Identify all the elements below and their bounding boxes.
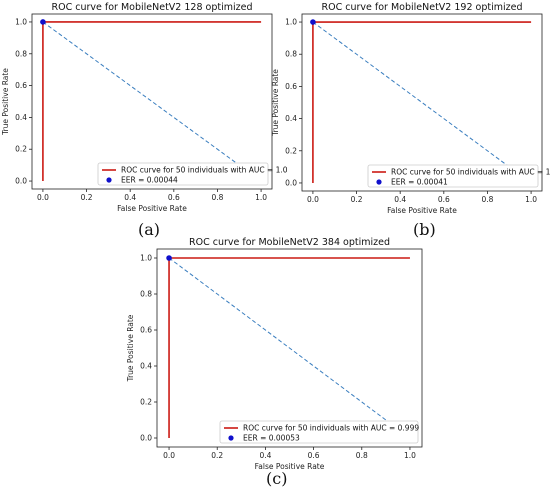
- y-axis-label: True Positive Rate: [271, 69, 280, 137]
- x-tick-label: 1.0: [255, 193, 267, 202]
- y-tick-label: 0.2: [140, 398, 152, 407]
- y-tick-label: 1.0: [285, 18, 297, 27]
- y-tick-label: 0.0: [140, 434, 152, 443]
- y-tick-label: 0.8: [140, 290, 152, 299]
- y-tick-label: 0.4: [285, 114, 297, 123]
- x-tick-label: 0.4: [259, 451, 271, 460]
- x-tick-label: 0.2: [351, 195, 363, 204]
- legend-entry: ROC curve for 50 individuals with AUC = …: [121, 166, 288, 175]
- x-tick-label: 0.0: [163, 451, 175, 460]
- x-tick-label: 0.8: [356, 451, 368, 460]
- axes-frame: [156, 248, 423, 448]
- y-tick-label: 0.0: [15, 177, 27, 186]
- y-tick-label: 0.6: [285, 82, 297, 91]
- roc-chart-a: ROC curve for MobileNetV2 128 optimized 0…: [0, 0, 288, 222]
- y-tick-label: 0.8: [15, 49, 27, 58]
- caption-a: (a): [138, 220, 161, 239]
- y-tick-label: 0.6: [140, 326, 152, 335]
- diagonal-dashed-line: [42, 21, 262, 182]
- diagonal-dashed-line: [168, 257, 411, 439]
- eer-point: [310, 19, 316, 25]
- roc-chart-c: ROC curve for MobileNetV2 384 optimized 0…: [120, 237, 425, 471]
- legend-swatch-point: [228, 435, 234, 441]
- chart-title: ROC curve for MobileNetV2 128 optimized: [52, 2, 253, 13]
- x-tick-label: 0.2: [211, 451, 223, 460]
- roc-chart-a-svg: ROC curve for MobileNetV2 128 optimized 0…: [1, 2, 288, 213]
- axes-frame: [301, 13, 543, 192]
- x-tick-label: 0.4: [394, 195, 406, 204]
- y-tick-label: 0.8: [285, 50, 297, 59]
- legend-entry: ROC curve for 50 individuals with AUC = …: [243, 424, 419, 433]
- roc-chart-c-svg: ROC curve for MobileNetV2 384 optimized 0…: [126, 237, 423, 471]
- legend-swatch-point: [106, 177, 112, 183]
- x-tick-label: 1.0: [525, 195, 537, 204]
- x-tick-label: 0.8: [481, 195, 493, 204]
- x-tick-label: 0.6: [308, 451, 320, 460]
- x-axis-label: False Positive Rate: [117, 204, 187, 213]
- axes-frame: [31, 13, 273, 190]
- diagonal-dashed-line: [312, 21, 532, 184]
- legend-entry: EER = 0.00044: [121, 176, 178, 185]
- x-tick-label: 0.0: [37, 193, 49, 202]
- y-tick-label: 1.0: [15, 17, 27, 26]
- eer-point: [40, 19, 46, 25]
- y-tick-label: 0.2: [285, 146, 297, 155]
- legend-entry: EER = 0.00053: [243, 434, 300, 443]
- y-axis-label: True Positive Rate: [126, 314, 135, 382]
- x-tick-label: 0.2: [81, 193, 93, 202]
- y-tick-label: 0.4: [15, 113, 27, 122]
- roc-chart-b-svg: ROC curve for MobileNetV2 192 optimized 0…: [271, 2, 550, 215]
- eer-point: [166, 255, 172, 261]
- legend-swatch-point: [376, 179, 382, 185]
- legend-box: [97, 162, 269, 186]
- x-tick-label: 0.6: [438, 195, 450, 204]
- chart-title: ROC curve for MobileNetV2 384 optimized: [189, 237, 390, 248]
- y-tick-label: 0.0: [285, 178, 297, 187]
- chart-title: ROC curve for MobileNetV2 192 optimized: [322, 2, 523, 13]
- caption-c: (c): [266, 469, 288, 488]
- legend-entry: EER = 0.00041: [391, 178, 448, 187]
- y-tick-label: 0.2: [15, 145, 27, 154]
- y-tick-label: 1.0: [140, 254, 152, 263]
- legend-entry: ROC curve for 50 individuals with AUC = …: [391, 168, 550, 177]
- x-tick-label: 0.0: [307, 195, 319, 204]
- x-tick-label: 0.8: [211, 193, 223, 202]
- x-tick-label: 1.0: [404, 451, 416, 460]
- x-axis-label: False Positive Rate: [387, 206, 457, 215]
- x-tick-label: 0.6: [168, 193, 180, 202]
- legend-box: [367, 164, 539, 188]
- y-axis-label: True Positive Rate: [1, 68, 10, 136]
- legend-box: [219, 420, 419, 444]
- x-axis-label: False Positive Rate: [255, 462, 325, 471]
- x-tick-label: 0.4: [124, 193, 136, 202]
- caption-b: (b): [413, 220, 436, 239]
- y-tick-label: 0.4: [140, 362, 152, 371]
- roc-chart-b: ROC curve for MobileNetV2 192 optimized 0…: [271, 0, 550, 222]
- y-tick-label: 0.6: [15, 81, 27, 90]
